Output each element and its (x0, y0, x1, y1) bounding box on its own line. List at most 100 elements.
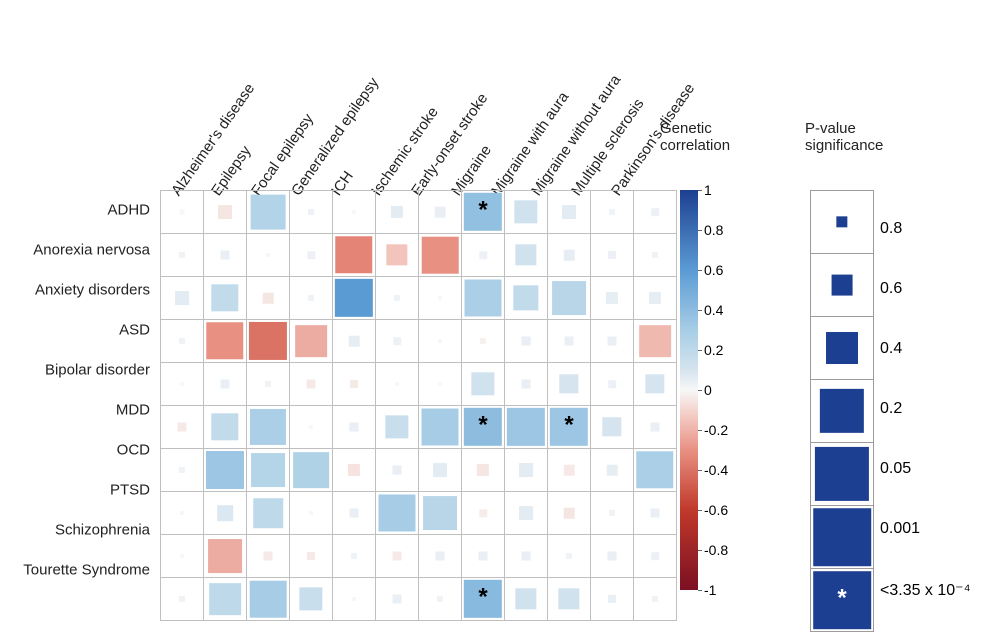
matrix-cell (290, 406, 333, 449)
colorbar-gradient (680, 190, 698, 590)
matrix-cell (419, 492, 462, 535)
matrix-square (422, 237, 459, 274)
matrix-cell (247, 449, 290, 492)
colorbar-tick-mark (698, 510, 702, 511)
matrix-cell (204, 234, 247, 277)
matrix-square (438, 296, 442, 300)
matrix-square (565, 337, 574, 346)
matrix-cell (462, 492, 505, 535)
matrix-cell (505, 320, 548, 363)
row-label: ADHD (0, 202, 150, 219)
matrix-square (636, 451, 673, 488)
matrix-cell (462, 535, 505, 578)
colorbar (680, 190, 698, 590)
matrix-cell (591, 234, 634, 277)
matrix-cell (634, 449, 677, 492)
matrix-square (250, 581, 287, 618)
matrix-cell (161, 406, 204, 449)
matrix-cell (548, 535, 591, 578)
matrix-cell (290, 535, 333, 578)
matrix-cell (204, 320, 247, 363)
matrix-square (522, 337, 531, 346)
matrix-cell (333, 234, 376, 277)
matrix-cell (505, 191, 548, 234)
pvalue-legend-label: 0.001 (880, 520, 920, 538)
matrix-cell (376, 277, 419, 320)
colorbar-tick-mark (698, 270, 702, 271)
matrix-square (651, 208, 659, 216)
matrix-square (464, 279, 501, 316)
matrix-cell (247, 492, 290, 535)
matrix-cell (634, 406, 677, 449)
matrix-square (211, 413, 238, 440)
pvalue-legend-label: 0.05 (880, 460, 911, 478)
matrix-square (386, 244, 407, 265)
matrix-square (651, 423, 660, 432)
pvalue-legend-square (820, 389, 864, 433)
matrix-square (564, 250, 575, 261)
matrix-cell (591, 406, 634, 449)
matrix-cell (247, 191, 290, 234)
matrix-square (514, 200, 537, 223)
matrix-cell (247, 234, 290, 277)
row-label: Bipolar disorder (0, 362, 150, 379)
matrix-square (423, 496, 457, 530)
matrix-cell (462, 363, 505, 406)
matrix-square (309, 425, 313, 429)
matrix-square (479, 509, 487, 517)
matrix-cell (376, 191, 419, 234)
matrix-square (179, 252, 185, 258)
matrix-square (350, 509, 359, 518)
colorbar-tick-mark (698, 430, 702, 431)
matrix-square (179, 467, 185, 473)
matrix-cell (376, 578, 419, 621)
significance-star-icon: * (478, 197, 487, 225)
matrix-cell (548, 449, 591, 492)
row-label: Tourette Syndrome (0, 562, 150, 579)
colorbar-tick-mark (698, 590, 702, 591)
pvalue-legend-label: <3.35 x 10⁻⁴ (880, 580, 971, 600)
matrix-square (649, 292, 661, 304)
matrix-cell (591, 535, 634, 578)
pvalue-legend-square (826, 332, 858, 364)
matrix-square (522, 380, 531, 389)
matrix-square (308, 209, 314, 215)
matrix-cell (591, 277, 634, 320)
matrix-square (385, 415, 408, 438)
pvalue-legend-cell (811, 443, 874, 506)
matrix-square (180, 511, 184, 515)
matrix-square (350, 423, 359, 432)
matrix-cell (376, 535, 419, 578)
matrix-square (307, 251, 315, 259)
matrix-square (209, 583, 241, 615)
matrix-cell (161, 277, 204, 320)
significance-star-icon: * (564, 412, 573, 440)
matrix-cell (247, 406, 290, 449)
matrix-cell (161, 234, 204, 277)
matrix-cell (634, 363, 677, 406)
matrix-cell (290, 363, 333, 406)
matrix-cell (548, 277, 591, 320)
matrix-cell (505, 406, 548, 449)
matrix-square (217, 505, 233, 521)
colorbar-tick-mark (698, 550, 702, 551)
column-label: Multiple sclerosis (568, 96, 647, 199)
matrix-square (391, 206, 403, 218)
matrix-square (608, 380, 616, 388)
matrix-square (608, 251, 616, 259)
pvalue-legend-label: 0.2 (880, 400, 902, 418)
matrix-square (477, 464, 489, 476)
pvalue-legend-cell (811, 254, 874, 317)
matrix-square (437, 596, 443, 602)
matrix-square (609, 209, 615, 215)
matrix-square (206, 451, 244, 489)
matrix-cell (548, 234, 591, 277)
colorbar-tick-mark (698, 190, 702, 191)
matrix-cell (290, 449, 333, 492)
significance-star-icon: * (837, 585, 846, 613)
matrix-square (564, 508, 575, 519)
figure-root: Alzheimer's diseaseEpilepsyFocal epileps… (0, 0, 1000, 642)
matrix-square (208, 539, 242, 573)
matrix-square (609, 510, 615, 516)
matrix-cell: * (462, 406, 505, 449)
